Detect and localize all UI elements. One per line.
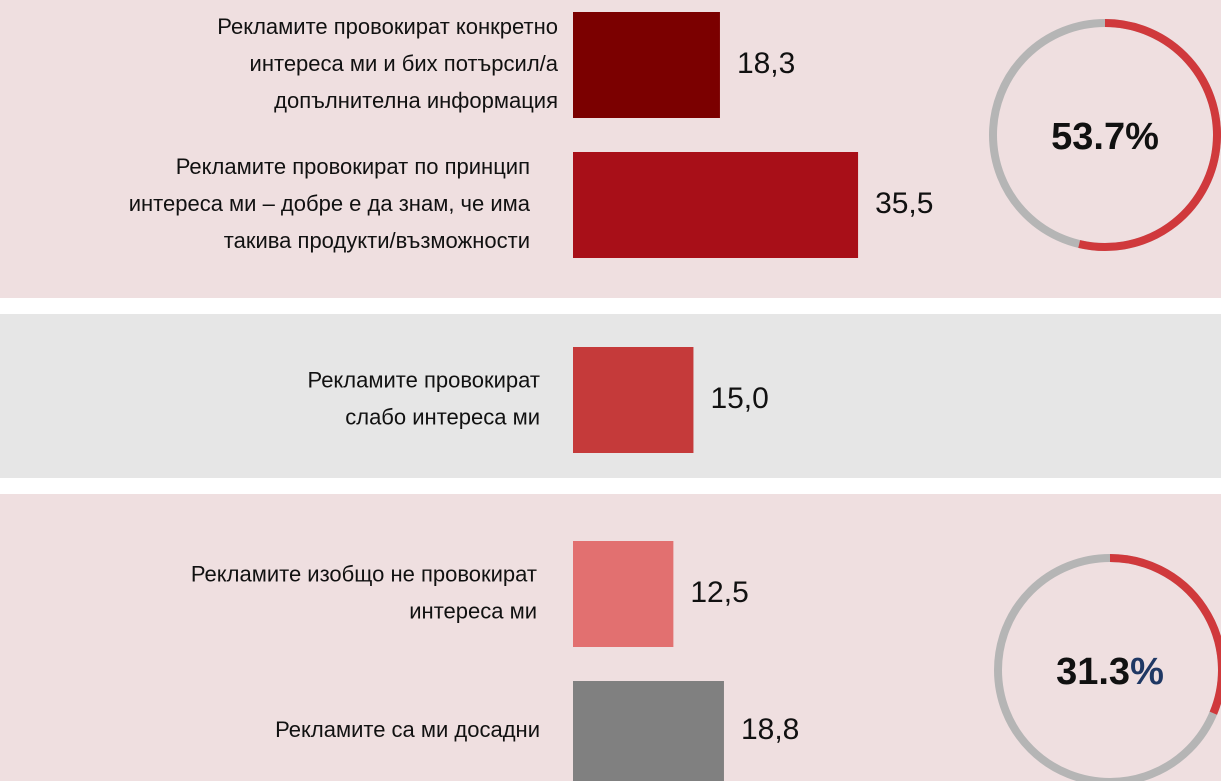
category-label: интереса ми – добре е да знам, че има (129, 191, 531, 216)
category-label: интереса ми (409, 598, 537, 623)
category-label: Рекламите провокират конкретно (217, 14, 558, 39)
bar (573, 12, 720, 118)
category-label: Рекламите изобщо не провокират (191, 561, 537, 586)
bar (573, 347, 694, 453)
value-label: 12,5 (690, 576, 748, 609)
ring-arc (1078, 19, 1221, 251)
value-label: 18,3 (737, 47, 795, 80)
bar (573, 541, 674, 647)
category-label: Рекламите са ми досадни (275, 717, 540, 742)
category-label: слабо интереса ми (345, 404, 540, 429)
value-label: 35,5 (875, 187, 933, 220)
value-label: 15,0 (710, 382, 768, 415)
category-label: допълнителна информация (274, 88, 558, 113)
ring-label: 31.3% (1056, 651, 1164, 693)
ring-arc (1109, 554, 1221, 715)
bar (573, 152, 859, 258)
category-label: интереса ми и бих потърсил/а (250, 51, 559, 76)
category-label: Рекламите провокират по принцип (176, 154, 530, 179)
category-label: Рекламите провокират (307, 367, 540, 392)
category-label: такива продукти/възможности (224, 228, 530, 253)
ring-label: 53.7% (1051, 116, 1159, 158)
bar (573, 681, 724, 781)
value-label: 18,8 (741, 713, 799, 746)
